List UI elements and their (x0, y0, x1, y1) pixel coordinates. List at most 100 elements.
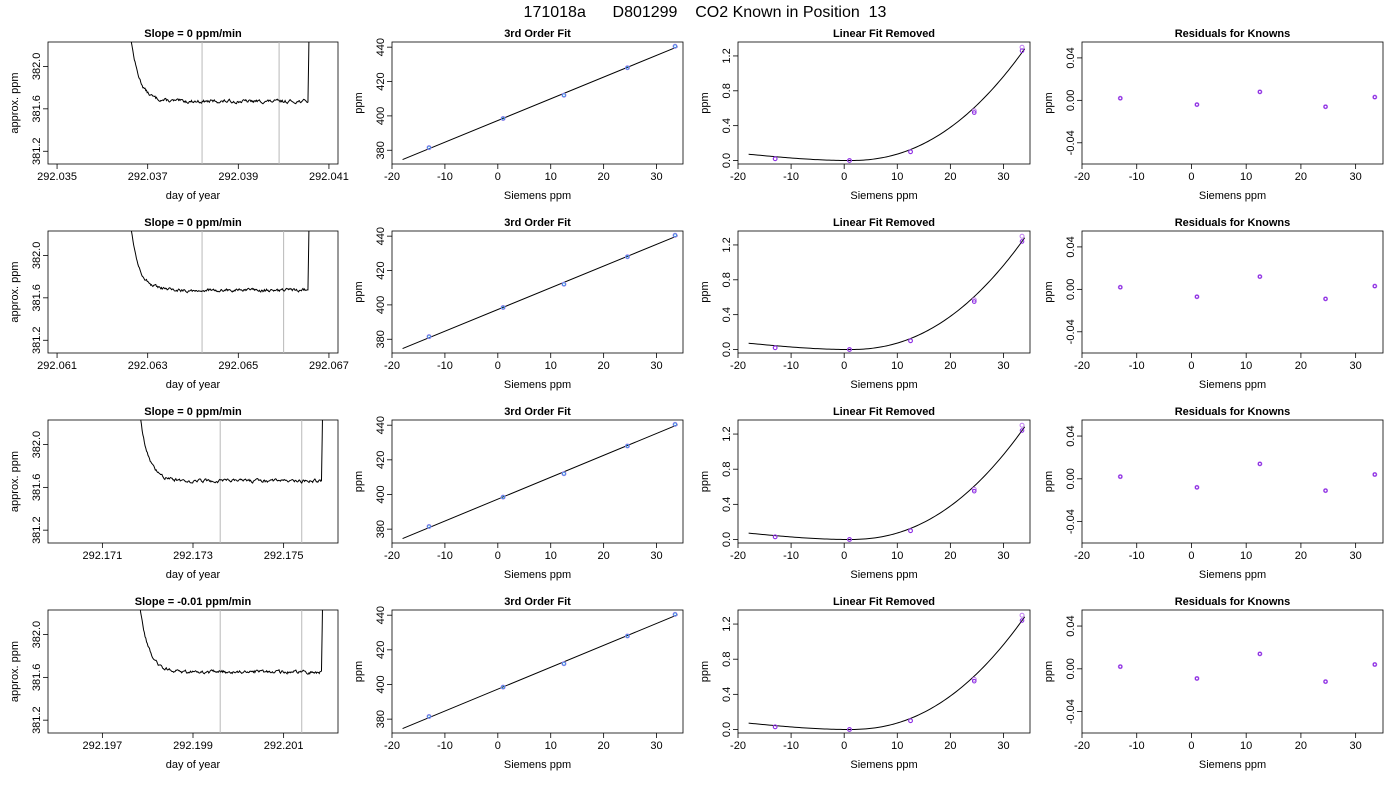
panel-title: Linear Fit Removed (833, 217, 935, 229)
known-fit-point (1019, 428, 1025, 433)
y-axis-label: ppm (1043, 471, 1055, 492)
y-tick-label: 0.00 (1065, 279, 1077, 300)
y-tick-label: 382.0 (31, 621, 43, 649)
y-axis-label: ppm (1043, 92, 1055, 113)
plot-frame (737, 41, 1031, 165)
x-tick-label: -20 (1074, 740, 1090, 752)
x-tick-label: 292.037 (128, 171, 168, 183)
panels-grid: Slope = 0 ppm/min 292.035 292.037 292.039 29… (9, 28, 1384, 771)
known-fit-point (772, 724, 778, 730)
plot-frame (737, 419, 1031, 544)
x-tick-label: 30 (1350, 550, 1362, 562)
x-tick-label: -10 (783, 740, 799, 752)
residual-point (1118, 285, 1123, 290)
residual-point (1257, 461, 1262, 466)
known-fit-point (971, 678, 977, 684)
x-tick-label: -20 (730, 360, 746, 372)
x-tick-label: -20 (730, 740, 746, 752)
known-fit-point (971, 299, 977, 304)
x-tick-label: -20 (730, 550, 746, 562)
y-tick-label: -0.04 (1065, 319, 1077, 344)
plot-frame (391, 41, 684, 165)
x-tick-label: -10 (437, 550, 453, 562)
y-tick-label: 380 (375, 330, 387, 348)
y-tick-label: 0.4 (721, 307, 733, 322)
panel-title: Residuals for Knowns (1175, 28, 1291, 40)
x-tick-label: 292.201 (264, 740, 304, 752)
plot-area (140, 420, 323, 543)
y-tick-label: 382.0 (31, 242, 43, 270)
residual-point (1118, 664, 1123, 669)
x-tick-label: 30 (650, 171, 662, 183)
known-fit-point (908, 718, 913, 724)
y-tick-label: 380 (375, 520, 387, 538)
plot-frame (1081, 419, 1384, 544)
y-tick-label: 381.6 (31, 95, 43, 123)
residual-point (1194, 102, 1199, 107)
x-tick-label: 10 (545, 550, 557, 562)
x-tick-label: 0 (1188, 550, 1194, 562)
x-tick-label: 10 (891, 171, 903, 183)
x-tick-label: 292.041 (309, 171, 349, 183)
panel-title: Slope = 0 ppm/min (144, 28, 242, 40)
residual-point (1194, 485, 1199, 490)
x-tick-label: -10 (783, 171, 799, 183)
x-tick-label: 292.065 (218, 360, 258, 372)
x-axis-label: day of year (166, 190, 221, 202)
y-tick-label: 0.4 (721, 118, 733, 133)
known-fit-point (772, 345, 778, 351)
known-point (561, 93, 566, 98)
residual-curve-line (748, 237, 1026, 351)
residual-point (1323, 296, 1328, 301)
residual-point (1194, 676, 1199, 681)
residual-curve-line (748, 48, 1026, 162)
x-tick-label: 10 (1240, 360, 1252, 372)
plot-area (748, 233, 1026, 353)
x-tick-label: 10 (891, 360, 903, 372)
x-tick-label: -10 (437, 360, 453, 372)
y-tick-label: 0.04 (1065, 425, 1077, 446)
x-tick-label: 292.175 (264, 550, 304, 562)
x-axis-label: Siemens ppm (850, 379, 917, 391)
y-axis-label: approx. ppm (9, 641, 21, 702)
known-fit-point (847, 537, 852, 542)
x-tick-label: -20 (384, 171, 400, 183)
x-tick-label: -20 (384, 740, 400, 752)
panel-resid-2: Residuals for Knowns -20 -10 0 10 20 30 -0.04 0.… (1043, 406, 1384, 581)
x-tick-label: 30 (650, 550, 662, 562)
residual-point (1194, 294, 1199, 299)
x-tick-label: 0 (1188, 171, 1194, 183)
y-tick-label: 381.2 (31, 706, 43, 734)
y-tick-label: 1.2 (721, 237, 733, 252)
y-axis-label: ppm (353, 281, 365, 302)
x-tick-label: -10 (1129, 360, 1145, 372)
x-axis-label: day of year (166, 379, 221, 391)
y-tick-label: 0.04 (1065, 236, 1077, 257)
y-axis-label: approx. ppm (9, 261, 21, 322)
analyzer-trace-line (140, 420, 323, 484)
known-fit-point (908, 338, 913, 344)
x-tick-label: 0 (841, 740, 847, 752)
known-point (427, 334, 432, 339)
x-tick-label: -20 (384, 550, 400, 562)
fit-line (402, 46, 678, 161)
x-tick-label: -20 (730, 171, 746, 183)
x-tick-label: 30 (1350, 740, 1362, 752)
x-tick-label: 20 (944, 740, 956, 752)
x-tick-label: 10 (545, 740, 557, 752)
x-tick-label: 292.173 (173, 550, 213, 562)
x-tick-label: -10 (1129, 550, 1145, 562)
y-tick-label: 0.0 (721, 532, 733, 547)
x-tick-label: 30 (997, 740, 1009, 752)
y-tick-label: 0.00 (1065, 468, 1077, 489)
x-tick-label: 20 (1295, 550, 1307, 562)
y-tick-label: -0.04 (1065, 699, 1077, 724)
x-tick-label: -20 (1074, 171, 1090, 183)
panel-title: 3rd Order Fit (504, 406, 571, 418)
x-tick-label: 0 (495, 360, 501, 372)
x-tick-label: 30 (997, 171, 1009, 183)
residual-point (1372, 662, 1377, 667)
x-tick-label: 10 (1240, 171, 1252, 183)
x-tick-label: 292.035 (37, 171, 77, 183)
y-tick-label: 440 (375, 416, 387, 434)
